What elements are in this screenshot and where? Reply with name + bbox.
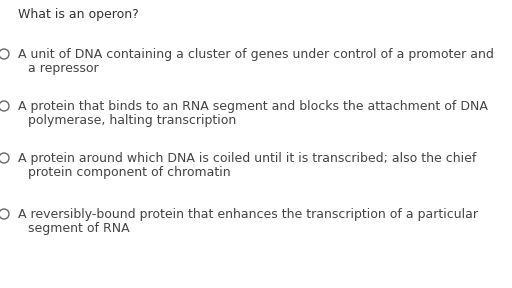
Text: A protein that binds to an RNA segment and blocks the attachment of DNA: A protein that binds to an RNA segment a…: [18, 100, 488, 113]
Text: What is an operon?: What is an operon?: [18, 8, 139, 21]
Text: A unit of DNA containing a cluster of genes under control of a promoter and: A unit of DNA containing a cluster of ge…: [18, 48, 494, 61]
Text: polymerase, halting transcription: polymerase, halting transcription: [28, 114, 236, 127]
Text: a repressor: a repressor: [28, 62, 99, 75]
Text: segment of RNA: segment of RNA: [28, 222, 130, 235]
Text: A reversibly-bound protein that enhances the transcription of a particular: A reversibly-bound protein that enhances…: [18, 208, 478, 221]
Text: protein component of chromatin: protein component of chromatin: [28, 166, 230, 179]
Text: A protein around which DNA is coiled until it is transcribed; also the chief: A protein around which DNA is coiled unt…: [18, 152, 476, 165]
